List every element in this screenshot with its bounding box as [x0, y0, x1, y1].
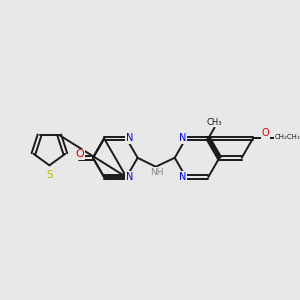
Text: N: N — [179, 134, 186, 143]
Text: S: S — [46, 170, 53, 180]
Text: O: O — [262, 128, 269, 139]
Text: NH: NH — [150, 168, 164, 177]
Text: N: N — [126, 172, 134, 182]
Text: N: N — [179, 172, 186, 182]
Text: CH₃: CH₃ — [207, 118, 222, 127]
Text: CH₂CH₃: CH₂CH₃ — [275, 134, 300, 140]
Text: N: N — [126, 134, 134, 143]
Text: O: O — [75, 149, 84, 160]
